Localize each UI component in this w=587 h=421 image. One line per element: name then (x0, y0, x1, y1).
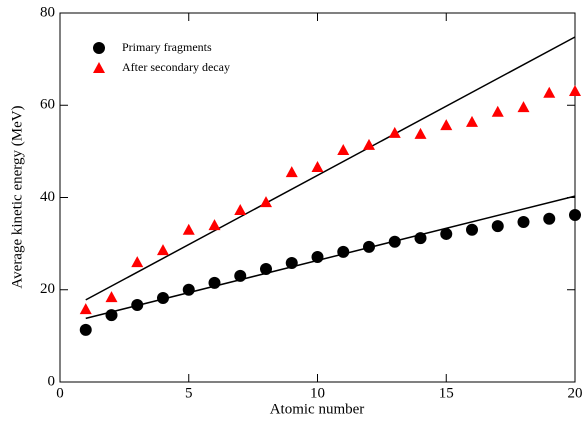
legend-label: Primary fragments (122, 40, 212, 54)
triangle-point (414, 127, 427, 139)
triangle-point (491, 105, 504, 117)
triangle-point (208, 219, 221, 231)
x-tick-label: 0 (56, 385, 64, 401)
triangle-point (285, 166, 298, 178)
legend-marker (93, 42, 105, 54)
y-tick-label: 80 (40, 4, 55, 20)
x-tick-label: 10 (310, 385, 325, 401)
circle-point (363, 240, 375, 253)
triangle-point (543, 86, 556, 98)
y-axis-label: Average kinetic energy (MeV) (9, 105, 25, 288)
triangle-point (182, 223, 195, 235)
circle-point (131, 298, 144, 311)
circle-point (414, 232, 427, 245)
triangle-point (311, 161, 324, 173)
fit-line (85, 36, 576, 301)
triangle-point (105, 291, 118, 303)
triangle-point (79, 303, 92, 315)
x-tick-label: 15 (439, 385, 454, 401)
circle-point (234, 269, 247, 282)
y-tick-label: 40 (40, 189, 55, 205)
triangle-point (234, 203, 247, 215)
circle-point (182, 283, 195, 296)
circle-point (388, 235, 401, 248)
circle-point (543, 212, 556, 225)
circle-point (105, 309, 118, 322)
x-axis-label: Atomic number (270, 401, 365, 417)
circle-point (79, 323, 92, 336)
triangle-point (440, 119, 453, 131)
circle-point (260, 262, 272, 275)
triangle-point (131, 256, 144, 268)
circle-point (157, 292, 169, 305)
circle-point (491, 220, 504, 233)
triangle-point (260, 196, 272, 208)
circle-point (337, 245, 350, 258)
circle-point (517, 215, 530, 228)
circle-point (440, 227, 453, 240)
triangle-point (363, 138, 375, 150)
circle-point (285, 256, 298, 269)
y-tick-label: 60 (40, 97, 55, 113)
legend-marker (93, 62, 105, 73)
triangle-point (517, 101, 530, 113)
triangle-point (157, 244, 169, 256)
legend-label: After secondary decay (122, 60, 230, 74)
x-tick-label: 5 (185, 385, 193, 401)
triangle-point (337, 143, 350, 155)
circle-point (311, 251, 324, 264)
y-tick-label: 0 (48, 373, 56, 389)
circle-point (569, 209, 581, 222)
x-tick-label: 20 (568, 385, 583, 401)
triangle-point (388, 126, 401, 138)
y-tick-label: 20 (40, 281, 55, 297)
triangle-point (569, 84, 581, 96)
triangle-point (466, 115, 478, 127)
circle-point (466, 223, 478, 236)
circle-point (208, 276, 221, 289)
